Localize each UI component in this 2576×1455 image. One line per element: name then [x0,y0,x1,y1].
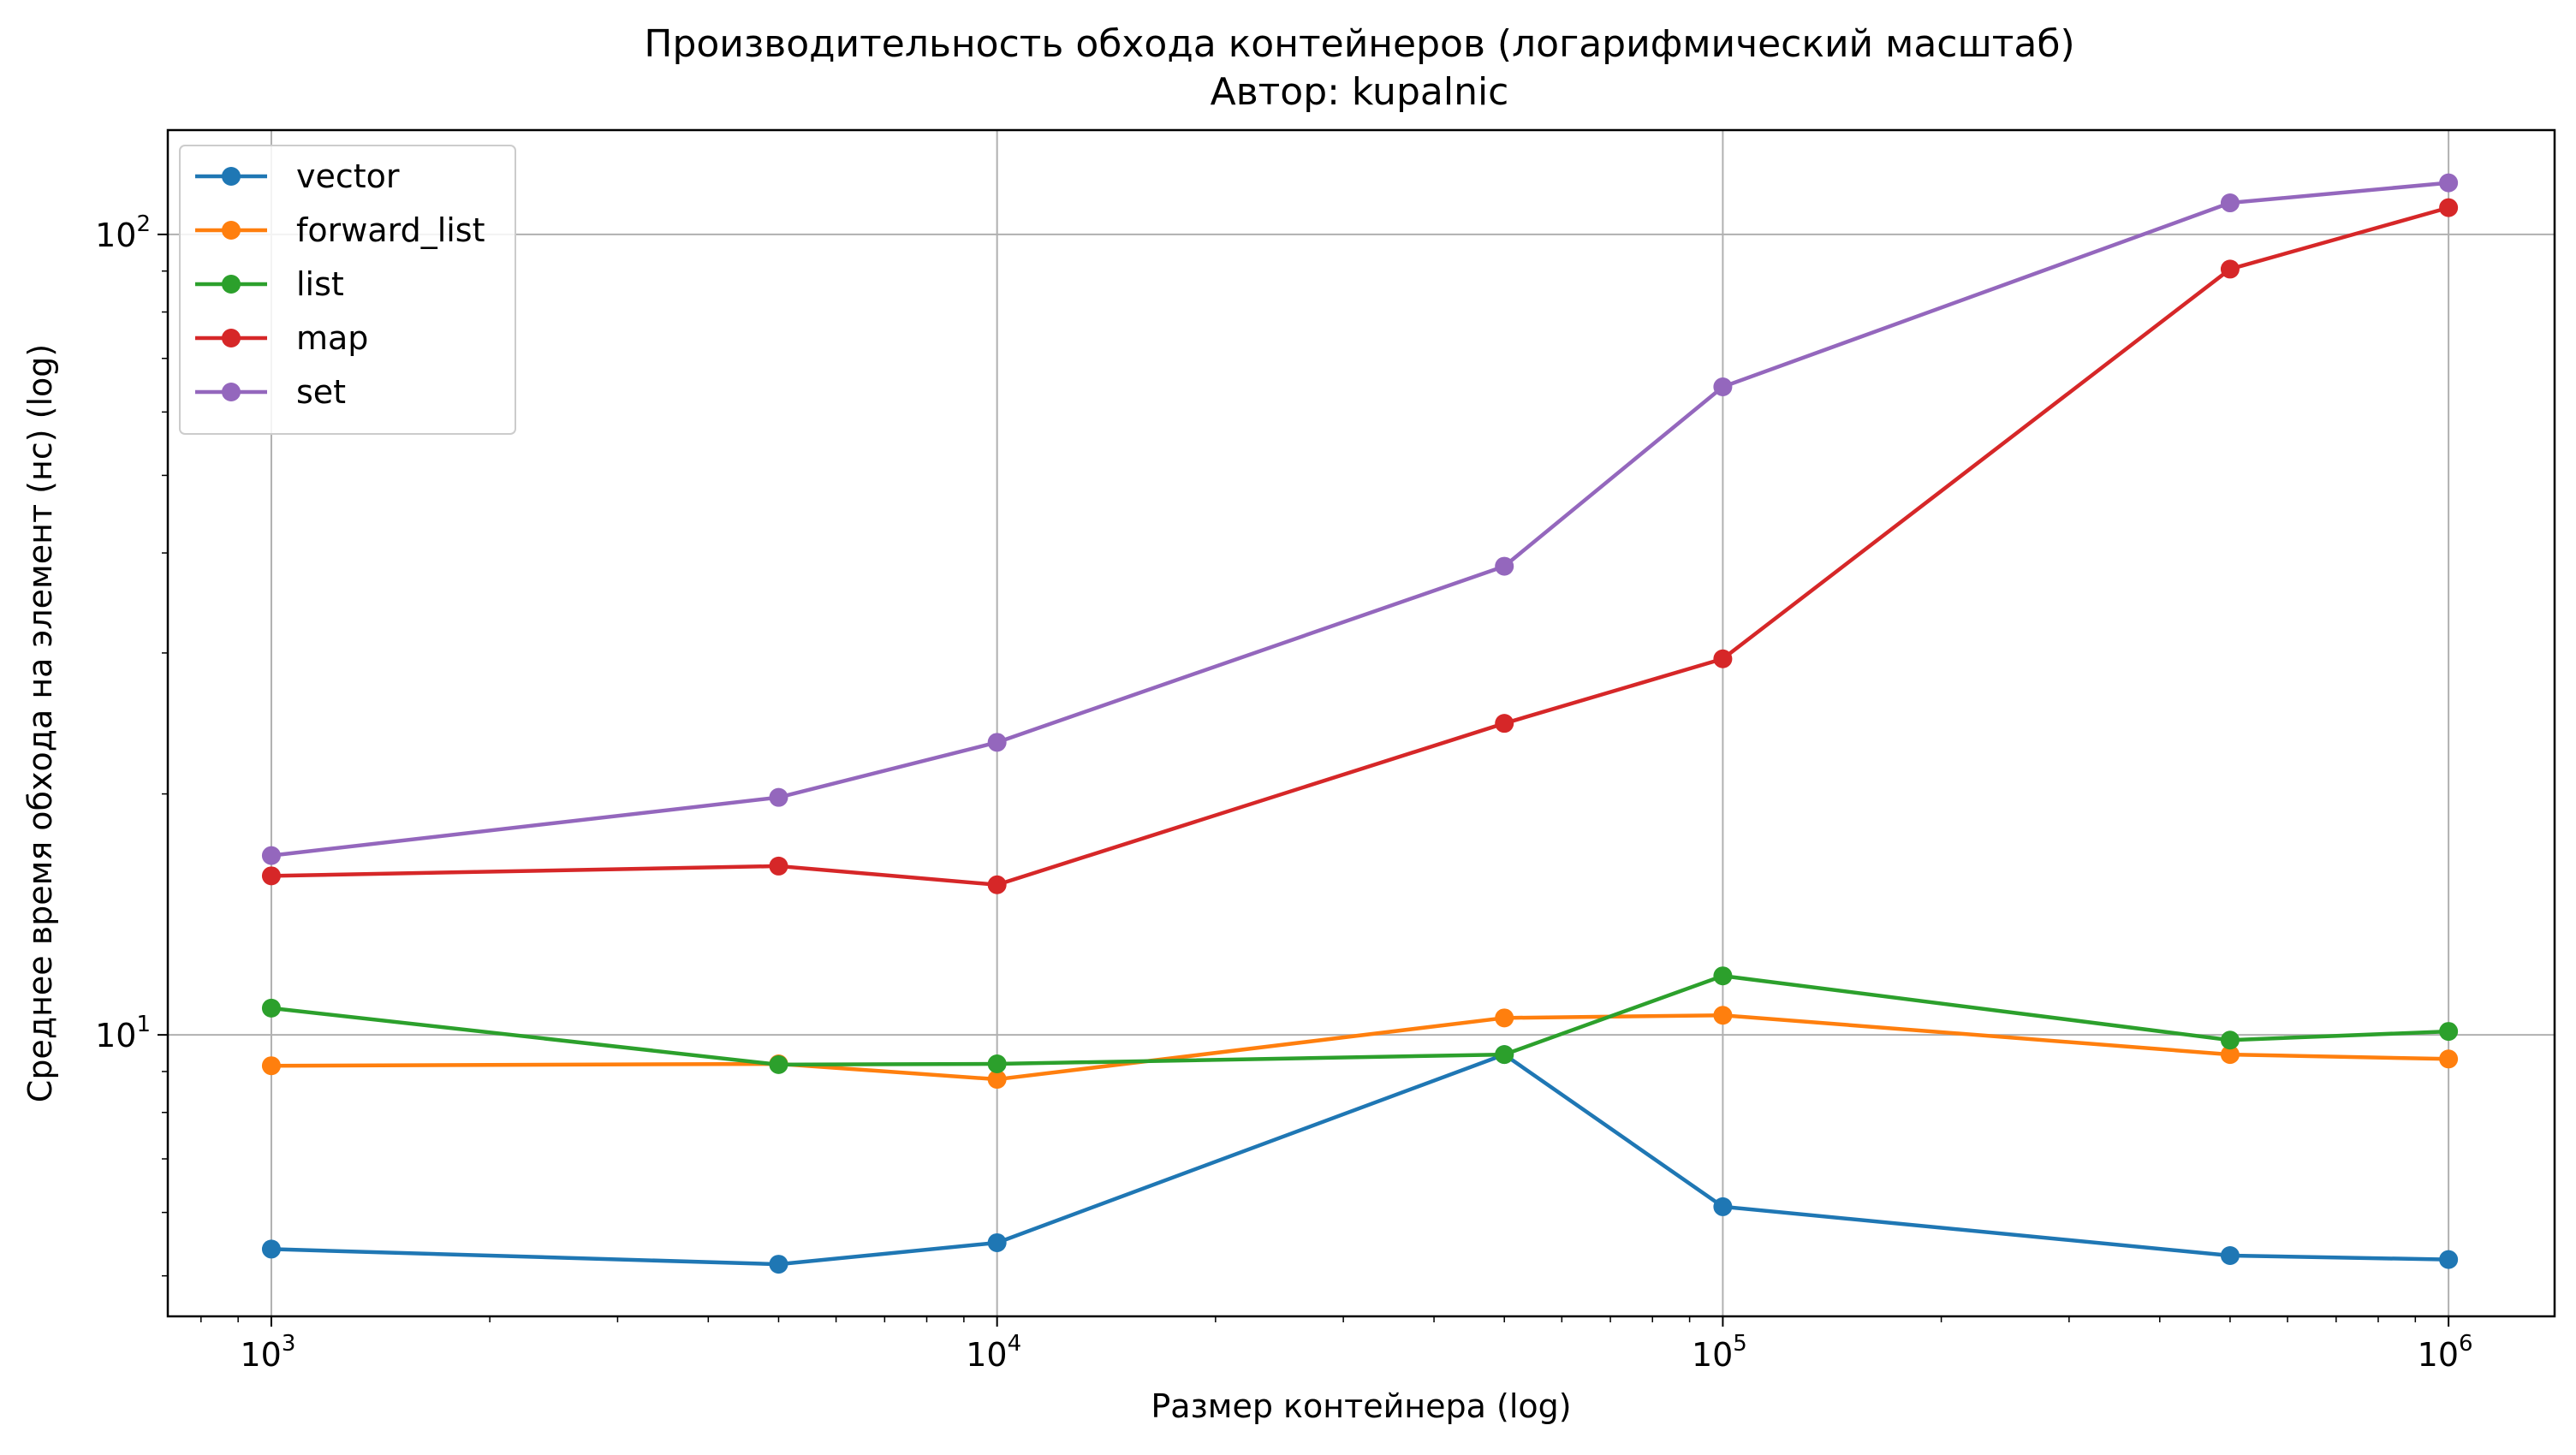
legend-label: set [296,373,346,411]
y-tick-exponent: 1 [136,1012,151,1037]
data-point [261,998,281,1018]
x-tick-exponent: 4 [1008,1331,1022,1357]
data-point [2439,198,2459,217]
data-point [769,856,788,876]
legend-swatch-marker [222,221,241,240]
x-tick-exponent: 6 [2459,1331,2473,1357]
plot-frame [166,128,2556,1318]
x-tick-base: 10 [2418,1336,2459,1374]
data-point [1713,1006,1733,1025]
data-point [2220,1045,2240,1065]
data-point [769,1255,788,1274]
legend-swatch-marker [222,383,241,401]
x-tick-exponent: 3 [282,1331,296,1357]
legend-item-map: map [195,319,368,357]
legend-item-vector: vector [195,157,400,195]
data-point [1495,714,1514,733]
x-axis-label: Размер контейнера (log) [1151,1387,1571,1425]
legend-item-forward-list: forward_list [195,211,485,249]
x-tick-label: 106 [2418,1331,2473,1374]
data-point [1713,1197,1733,1216]
data-point [769,787,788,807]
legend-item-set: set [195,373,346,411]
data-point [2439,1250,2459,1269]
x-tick-label: 104 [966,1331,1021,1374]
data-point [261,1056,281,1076]
series-layer [261,173,2459,1274]
legend-label: forward_list [296,211,485,249]
data-point [1713,649,1733,668]
x-tick-label: 103 [240,1331,295,1374]
series-map [261,198,2459,894]
series-set [261,173,2459,865]
legend-label: list [296,265,344,303]
data-point [2220,1030,2240,1050]
legend-item-list: list [195,265,344,303]
legend-label: map [296,319,368,357]
y-tick-base: 10 [95,217,136,254]
legend-swatch-marker [222,167,241,186]
x-tick-base: 10 [240,1336,281,1374]
chart-title: Производительность обхода контейнеров (л… [644,22,2074,66]
x-tick-base: 10 [1692,1336,1733,1374]
y-tick-label: 102 [95,211,151,254]
data-point [1495,1008,1514,1028]
chart-subtitle: Автор: kupalnic [1211,70,1509,114]
data-point [261,1239,281,1259]
data-point [1495,556,1514,576]
series-list [261,966,2459,1074]
y-tick-base: 10 [95,1017,136,1054]
data-point [987,1070,1007,1090]
legend-swatch-marker [222,275,241,294]
data-point [2439,1022,2459,1042]
data-point [1713,966,1733,986]
y-tick-exponent: 2 [136,211,151,237]
data-point [2220,193,2240,213]
x-tick-label: 105 [1692,1331,1747,1374]
data-point [987,1232,1007,1252]
data-point [2220,259,2240,279]
data-point [261,866,281,886]
legend-box [179,145,516,435]
data-point [1495,1045,1514,1065]
data-point [987,733,1007,752]
x-tick-base: 10 [966,1336,1007,1374]
data-point [261,846,281,865]
legend-swatch-marker [222,329,241,347]
data-point [2220,1246,2240,1266]
data-point [2439,1049,2459,1069]
data-point [987,875,1007,894]
x-tick-exponent: 5 [1733,1331,1747,1357]
y-tick-label: 101 [95,1012,151,1054]
data-point [769,1054,788,1074]
data-point [987,1054,1007,1073]
data-point [1713,377,1733,397]
data-point [2439,173,2459,193]
y-axis-label: Среднее время обхода на элемент (нс) (lo… [21,344,59,1102]
legend-label: vector [296,157,400,195]
